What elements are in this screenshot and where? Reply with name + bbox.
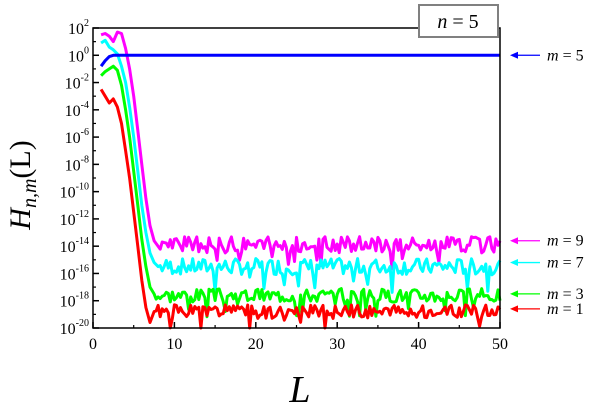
series-line-1 — [100, 30, 502, 271]
y-tick-label: 10-6 — [65, 127, 89, 147]
arrow-head-icon — [510, 305, 518, 313]
series-layer — [99, 30, 502, 330]
y-tick-label: 10-12 — [60, 209, 89, 229]
y-axis-title-arg: (L) — [4, 140, 37, 178]
arrow-head-icon — [510, 51, 518, 59]
annotation-label: m = 1 — [547, 301, 584, 318]
y-axis-title: Hn,m(L) — [4, 140, 41, 230]
n-value-variable: n — [437, 11, 447, 33]
series-line-5 — [99, 53, 500, 68]
y-tick-label: 102 — [68, 18, 89, 38]
x-tick-label: 30 — [329, 336, 345, 353]
y-axis-title-subscript: n,m — [19, 179, 41, 208]
y-tick-label: 10-20 — [60, 318, 89, 338]
arrow-head-icon — [510, 290, 518, 298]
y-tick-label: 10-8 — [65, 154, 89, 174]
x-tick-label: 20 — [248, 336, 264, 353]
y-tick-label: 10-16 — [60, 263, 89, 283]
y-tick-label: 10-18 — [60, 291, 89, 311]
series-annotation-3: m = 7 — [510, 255, 584, 272]
x-tick-label: 0 — [89, 336, 97, 353]
y-axis-title-main: H — [4, 206, 37, 231]
annotation-label: m = 3 — [547, 286, 584, 303]
arrow-head-icon — [510, 237, 518, 245]
series-line-2 — [100, 38, 502, 294]
y-tick-label: 10-10 — [60, 182, 89, 202]
series-line-4 — [99, 88, 502, 330]
annotations-layer: m = 5 m = 9 m = 7 m = 3m = 1 — [510, 47, 584, 318]
y-tick-label: 100 — [68, 45, 89, 65]
plot-frame — [92, 27, 501, 329]
arrow-head-icon — [510, 259, 518, 267]
annotation-label: m = 5 — [547, 47, 584, 64]
y-tick-label: 10-2 — [65, 73, 89, 93]
n-value-box: n = 5 — [418, 4, 499, 38]
y-tick-label: 10-14 — [60, 236, 89, 256]
x-axis-title: L — [288, 369, 310, 411]
svg-text:n = 5: n = 5 — [437, 11, 478, 33]
series-annotation-1: m = 5 — [510, 47, 584, 64]
annotation-label: m = 7 — [547, 255, 584, 272]
n-value-equals: = 5 — [447, 11, 478, 33]
ticks-layer: 0 10 20 30 40 50 102 100 10-2 10-4 10-6 10-8 10-10 10… — [60, 18, 508, 353]
series-annotation-5: m = 1 — [510, 301, 584, 318]
series-line-3 — [100, 64, 502, 319]
series-annotation-4: m = 3 — [510, 286, 584, 303]
x-tick-label: 10 — [166, 336, 182, 353]
y-tick-label: 10-4 — [65, 100, 89, 120]
x-tick-label: 50 — [492, 336, 508, 353]
x-tick-label: 40 — [411, 336, 427, 353]
annotation-label: m = 9 — [547, 233, 584, 250]
series-annotation-2: m = 9 — [510, 233, 584, 250]
